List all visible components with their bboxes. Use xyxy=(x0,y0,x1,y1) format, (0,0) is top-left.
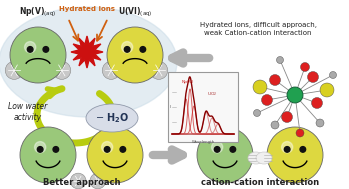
Circle shape xyxy=(37,147,43,152)
Text: weak Cation-cation interaction: weak Cation-cation interaction xyxy=(204,30,312,36)
Circle shape xyxy=(261,94,273,105)
Circle shape xyxy=(307,71,319,83)
Circle shape xyxy=(140,47,146,52)
Circle shape xyxy=(87,127,143,183)
Text: Low water
activity: Low water activity xyxy=(8,102,47,122)
Circle shape xyxy=(282,112,292,122)
Circle shape xyxy=(124,47,130,52)
Circle shape xyxy=(316,119,324,127)
Polygon shape xyxy=(71,36,103,68)
Circle shape xyxy=(253,80,267,94)
Text: Np(V)$_{\mathsf{(aq)}}$: Np(V)$_{\mathsf{(aq)}}$ xyxy=(20,6,57,19)
Text: Hydrated ions, difficult approach,: Hydrated ions, difficult approach, xyxy=(200,22,317,28)
Circle shape xyxy=(107,27,163,83)
Circle shape xyxy=(253,109,260,116)
Circle shape xyxy=(282,142,293,153)
Circle shape xyxy=(70,173,86,189)
Circle shape xyxy=(329,71,336,78)
Ellipse shape xyxy=(86,104,138,132)
Circle shape xyxy=(230,147,236,152)
Text: Hydrated ions: Hydrated ions xyxy=(59,6,115,12)
Circle shape xyxy=(320,83,334,97)
Text: UO$_2$: UO$_2$ xyxy=(207,90,217,98)
Circle shape xyxy=(10,27,66,83)
Circle shape xyxy=(300,147,306,152)
Ellipse shape xyxy=(248,152,264,164)
Text: cation-cation interaction: cation-cation interaction xyxy=(201,178,319,187)
Bar xyxy=(168,72,238,142)
Circle shape xyxy=(300,63,310,71)
Circle shape xyxy=(267,127,323,183)
Circle shape xyxy=(271,121,279,129)
Text: Wavelength: Wavelength xyxy=(192,140,215,144)
Circle shape xyxy=(150,61,168,79)
Circle shape xyxy=(53,147,59,152)
Ellipse shape xyxy=(256,152,272,164)
Text: U(VI)$_{\mathsf{(aq)}}$: U(VI)$_{\mathsf{(aq)}}$ xyxy=(118,6,152,19)
Circle shape xyxy=(24,42,36,53)
Text: I: I xyxy=(169,105,171,109)
Circle shape xyxy=(35,142,46,153)
Circle shape xyxy=(276,57,283,64)
Circle shape xyxy=(269,74,281,85)
Ellipse shape xyxy=(0,7,177,117)
Circle shape xyxy=(214,147,220,152)
Text: Better approach: Better approach xyxy=(43,178,121,187)
Circle shape xyxy=(296,129,304,137)
Circle shape xyxy=(284,147,290,152)
Circle shape xyxy=(102,142,113,153)
Circle shape xyxy=(287,87,303,103)
Circle shape xyxy=(102,61,120,79)
Circle shape xyxy=(211,142,223,153)
Text: $-\ \mathbf{H_2O}$: $-\ \mathbf{H_2O}$ xyxy=(95,111,129,125)
Circle shape xyxy=(5,61,23,79)
Circle shape xyxy=(90,173,106,189)
Circle shape xyxy=(121,42,133,53)
Circle shape xyxy=(27,47,33,52)
Circle shape xyxy=(104,147,110,152)
Circle shape xyxy=(43,47,49,52)
Circle shape xyxy=(312,98,322,108)
Circle shape xyxy=(53,61,71,79)
Circle shape xyxy=(120,147,126,152)
Circle shape xyxy=(197,127,253,183)
Circle shape xyxy=(20,127,76,183)
Text: Np(V): Np(V) xyxy=(182,80,194,84)
